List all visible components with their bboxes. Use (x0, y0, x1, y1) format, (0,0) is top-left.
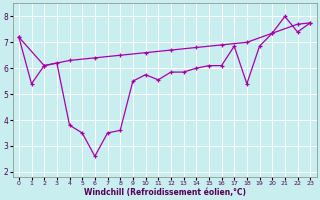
X-axis label: Windchill (Refroidissement éolien,°C): Windchill (Refroidissement éolien,°C) (84, 188, 245, 197)
